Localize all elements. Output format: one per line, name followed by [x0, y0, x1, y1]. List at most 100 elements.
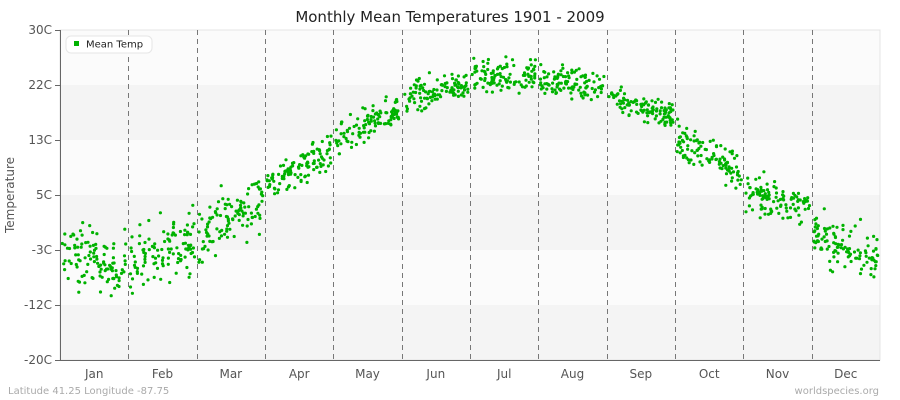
data-point [776, 199, 780, 203]
data-point [413, 101, 417, 105]
data-point [225, 235, 230, 239]
data-point [132, 254, 136, 258]
data-point [208, 216, 212, 220]
data-point [730, 166, 734, 170]
data-point [609, 92, 614, 96]
data-point [735, 154, 739, 158]
data-point [422, 88, 426, 93]
data-point [498, 72, 502, 76]
location-label: Latitude 41.25 Longitude -87.75 [8, 386, 169, 397]
data-point [396, 115, 400, 119]
data-point [763, 212, 767, 216]
data-point [254, 181, 259, 186]
data-point [848, 254, 852, 258]
data-point [814, 234, 819, 238]
data-point [105, 280, 109, 284]
data-point [456, 89, 460, 93]
data-point [363, 119, 367, 123]
data-point [111, 246, 115, 250]
data-point [723, 158, 727, 162]
data-point [324, 169, 328, 174]
data-point [312, 168, 316, 172]
data-point [727, 169, 731, 173]
data-point [677, 124, 681, 128]
data-point [644, 100, 648, 104]
data-point [642, 120, 647, 124]
data-point [561, 66, 565, 70]
data-point [257, 180, 261, 184]
data-point [799, 220, 804, 224]
data-point [758, 190, 762, 194]
data-point [687, 161, 691, 165]
data-point [853, 224, 857, 228]
data-point [472, 56, 476, 60]
data-point [69, 234, 73, 238]
data-point [814, 222, 818, 226]
data-point [172, 231, 176, 235]
data-point [698, 140, 702, 144]
data-point [133, 260, 137, 264]
data-point [220, 228, 224, 232]
data-point [692, 162, 696, 166]
y-tick-label: -12C [24, 298, 52, 312]
data-point [349, 145, 354, 149]
data-point [806, 206, 811, 211]
data-point [444, 89, 448, 93]
data-point [759, 185, 763, 189]
data-point [418, 91, 422, 95]
data-point [653, 100, 658, 104]
data-point [719, 144, 723, 148]
data-point [183, 228, 187, 232]
data-point [129, 246, 133, 250]
data-point [365, 117, 369, 122]
data-point [482, 65, 486, 69]
data-point [524, 78, 528, 82]
data-point [505, 65, 509, 69]
data-point [724, 183, 728, 187]
data-point [373, 121, 377, 125]
data-point [796, 191, 801, 195]
data-point [710, 157, 714, 161]
data-point [389, 115, 393, 119]
data-point [206, 222, 210, 226]
data-point [872, 234, 876, 238]
data-point [554, 91, 559, 95]
data-point [786, 216, 790, 220]
data-point [581, 96, 585, 100]
data-point [642, 97, 646, 101]
data-point [504, 79, 508, 83]
data-point [89, 257, 93, 261]
data-point [123, 227, 127, 231]
data-point [186, 243, 190, 247]
data-point [187, 211, 191, 215]
data-point [299, 154, 303, 158]
data-point [67, 259, 71, 263]
data-point [667, 106, 671, 110]
data-point [678, 151, 682, 155]
data-point [217, 236, 221, 240]
data-point [130, 235, 134, 239]
data-point [162, 230, 166, 234]
data-point [80, 242, 84, 246]
data-point [418, 104, 422, 108]
data-point [155, 266, 160, 270]
data-point [249, 222, 253, 226]
data-point [147, 248, 151, 252]
data-point [558, 87, 562, 91]
data-point [133, 265, 137, 269]
data-point [714, 144, 719, 148]
data-point [233, 214, 237, 218]
data-point [171, 225, 175, 230]
data-point [625, 98, 630, 102]
data-point [825, 247, 829, 251]
data-point [567, 86, 571, 90]
data-point [781, 197, 785, 201]
data-point [95, 257, 99, 261]
data-point [151, 255, 155, 259]
data-point [226, 219, 230, 223]
data-point [529, 74, 533, 79]
data-point [555, 85, 559, 89]
data-point [498, 79, 502, 83]
data-point [841, 228, 845, 232]
data-point [318, 162, 322, 166]
